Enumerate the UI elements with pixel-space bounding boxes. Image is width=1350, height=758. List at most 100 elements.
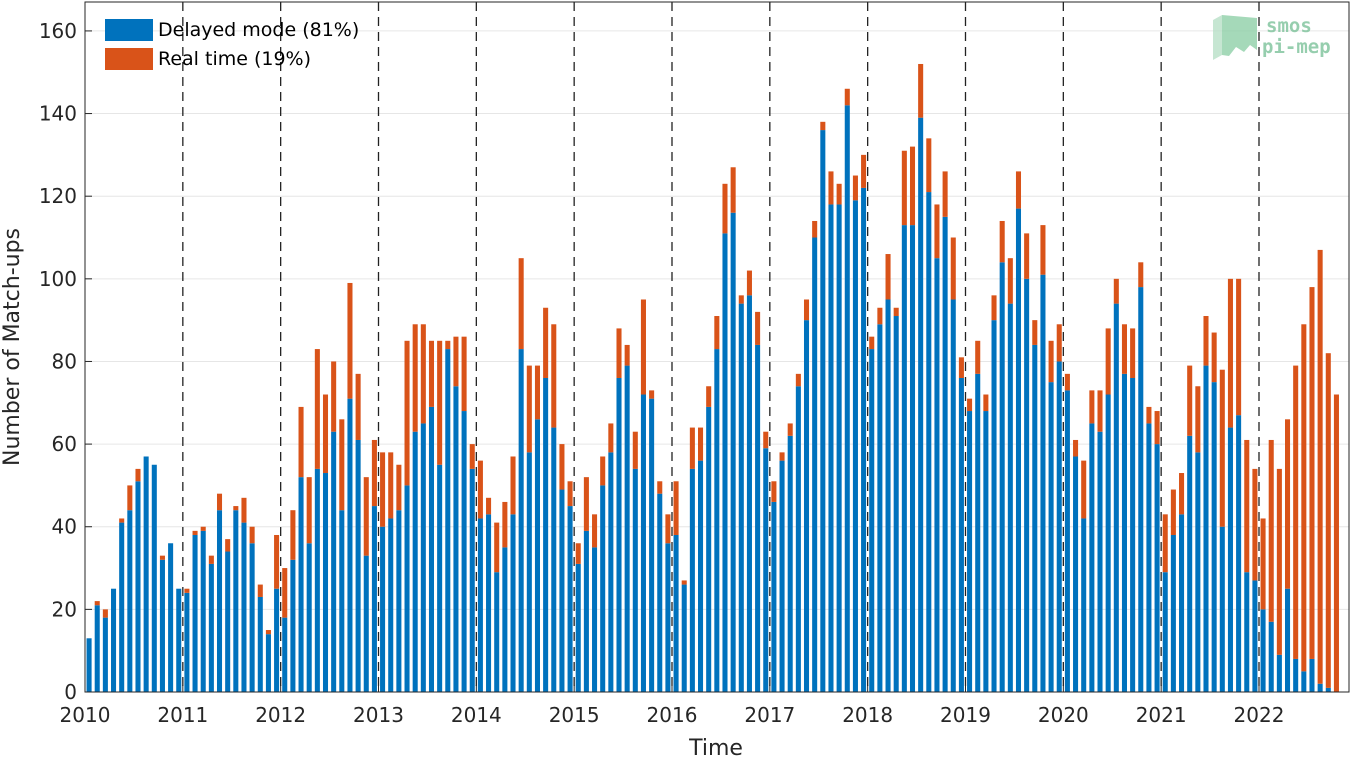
bar-real-time: [543, 307, 549, 378]
bar-real-time: [934, 204, 940, 259]
bar-real-time: [583, 477, 589, 531]
bar-real-time: [689, 427, 695, 469]
bar-delayed-mode: [1179, 514, 1185, 692]
x-axis-title: Time: [688, 736, 743, 758]
bar-delayed-mode: [600, 485, 606, 692]
bar-delayed-mode: [494, 572, 500, 692]
bar-real-time: [1048, 340, 1054, 383]
bar-real-time: [477, 460, 483, 519]
bar-real-time: [371, 439, 377, 507]
bar-delayed-mode: [1203, 365, 1209, 692]
bar-delayed-mode: [159, 559, 165, 692]
bar-delayed-mode: [681, 584, 687, 692]
bar-real-time: [1040, 225, 1046, 275]
bar-delayed-mode: [282, 617, 288, 692]
bar-delayed-mode: [1325, 687, 1331, 692]
bar-delayed-mode: [233, 510, 239, 692]
bar-delayed-mode: [836, 204, 842, 692]
x-tick-label: 2022: [1234, 703, 1285, 727]
bar-real-time: [608, 423, 614, 453]
bar-real-time: [339, 419, 345, 511]
bar-delayed-mode: [314, 468, 320, 692]
bar-real-time: [94, 601, 100, 606]
bar-real-time: [274, 534, 280, 589]
bar-real-time: [967, 398, 973, 412]
bar-delayed-mode: [869, 349, 875, 692]
bar-delayed-mode: [192, 534, 198, 692]
bar-delayed-mode: [1056, 361, 1062, 692]
bar-real-time: [420, 324, 426, 424]
x-tick-label: 2015: [549, 703, 600, 727]
bar-delayed-mode: [575, 563, 581, 692]
bar-real-time: [820, 121, 826, 131]
bar-delayed-mode: [1015, 208, 1022, 692]
bar-real-time: [836, 183, 842, 205]
y-tick-label: 60: [52, 432, 77, 456]
bar-real-time: [795, 373, 801, 387]
bar-real-time: [844, 88, 850, 106]
bar-delayed-mode: [1073, 456, 1079, 692]
bar-real-time: [592, 514, 598, 548]
bar-delayed-mode: [1032, 344, 1038, 692]
bar-real-time: [380, 452, 386, 527]
bar-delayed-mode: [763, 448, 769, 692]
bar-real-time: [632, 431, 638, 469]
bar-delayed-mode: [844, 105, 850, 693]
bar-real-time: [1113, 278, 1119, 304]
bar-real-time: [649, 390, 655, 399]
bar-real-time: [975, 340, 981, 374]
x-tick-label: 2020: [1038, 703, 1089, 727]
x-tick-label: 2011: [157, 703, 208, 727]
bar-real-time: [1309, 287, 1315, 659]
bar-real-time: [1138, 262, 1144, 288]
x-ticks: 2010 2011 2012 2013 2014 2015 2016 2017 2018 2019…: [60, 685, 1285, 727]
bar-real-time: [216, 493, 223, 511]
bar-real-time: [942, 171, 948, 217]
bar-delayed-mode: [1170, 534, 1176, 692]
bar-delayed-mode: [1040, 274, 1046, 692]
bar-real-time: [706, 386, 712, 407]
bar-real-time: [428, 340, 435, 407]
bar-delayed-mode: [559, 489, 565, 692]
bar-delayed-mode: [567, 506, 573, 692]
bar-delayed-mode: [216, 510, 223, 692]
bar-delayed-mode: [135, 481, 141, 692]
bar-real-time: [184, 588, 190, 593]
x-tick-label: 2019: [940, 703, 991, 727]
bar-delayed-mode: [975, 373, 981, 692]
bar-real-time: [1032, 320, 1038, 345]
bar-real-time: [730, 167, 736, 213]
bar-real-time: [1081, 460, 1087, 519]
y-tick-label: 100: [39, 267, 77, 291]
bar-real-time: [1293, 365, 1299, 659]
bar-delayed-mode: [208, 563, 214, 692]
logo-text-line1: smos: [1266, 15, 1312, 37]
bar-delayed-mode: [347, 398, 353, 692]
bar-real-time: [1236, 278, 1242, 416]
bar-delayed-mode: [640, 394, 646, 692]
bar-real-time: [1097, 390, 1103, 432]
bar-delayed-mode: [795, 386, 801, 692]
bar-delayed-mode: [1285, 588, 1291, 692]
bar-delayed-mode: [649, 398, 655, 692]
bar-delayed-mode: [624, 365, 630, 692]
bar-delayed-mode: [787, 435, 793, 692]
bar-real-time: [486, 497, 492, 515]
plot-frame: [84, 1, 1350, 693]
bar-delayed-mode: [428, 406, 435, 692]
bar-delayed-mode: [950, 299, 956, 692]
bar-delayed-mode: [1236, 415, 1242, 692]
bar-real-time: [526, 365, 532, 453]
bar-real-time: [893, 307, 899, 317]
bar-delayed-mode: [999, 262, 1005, 692]
bar-delayed-mode: [265, 634, 271, 692]
bar-real-time: [469, 444, 475, 469]
bar-delayed-mode: [86, 638, 92, 692]
bar-delayed-mode: [1048, 382, 1054, 692]
bar-real-time: [779, 452, 785, 461]
bar-delayed-mode: [274, 588, 280, 692]
bar-real-time: [567, 481, 573, 507]
bar-delayed-mode: [616, 377, 622, 692]
y-tick-label: 80: [52, 349, 77, 373]
bar-real-time: [1317, 249, 1323, 684]
